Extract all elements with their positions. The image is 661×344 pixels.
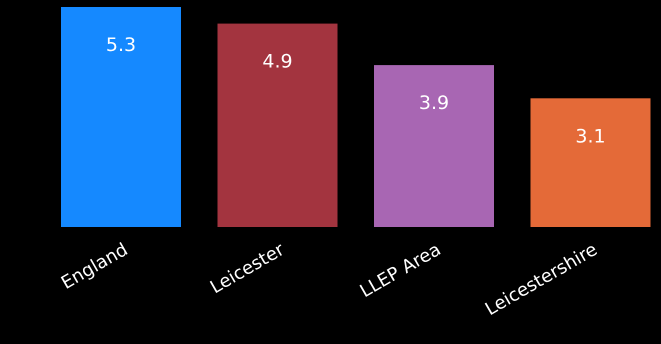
category-label-llep-area: LLEP Area — [357, 239, 445, 302]
bar-leicestershire — [530, 98, 651, 227]
value-label-leicestershire: 3.1 — [575, 125, 605, 147]
category-label-leicester: Leicester — [207, 239, 289, 298]
category-label-leicestershire: Leicestershire — [482, 239, 601, 320]
value-labels-group: 5.3 4.9 3.9 3.1 — [106, 34, 606, 147]
bar-leicester — [217, 23, 338, 227]
category-labels-group: England Leicester LLEP Area Leicestershire — [58, 239, 601, 320]
bar-llep-area — [374, 65, 494, 227]
category-label-england: England — [58, 239, 132, 294]
value-label-leicester: 4.9 — [262, 51, 292, 73]
value-label-england: 5.3 — [106, 34, 136, 56]
bars-group — [61, 7, 651, 227]
bar-england — [61, 7, 181, 227]
value-label-llep-area: 3.9 — [419, 92, 449, 114]
